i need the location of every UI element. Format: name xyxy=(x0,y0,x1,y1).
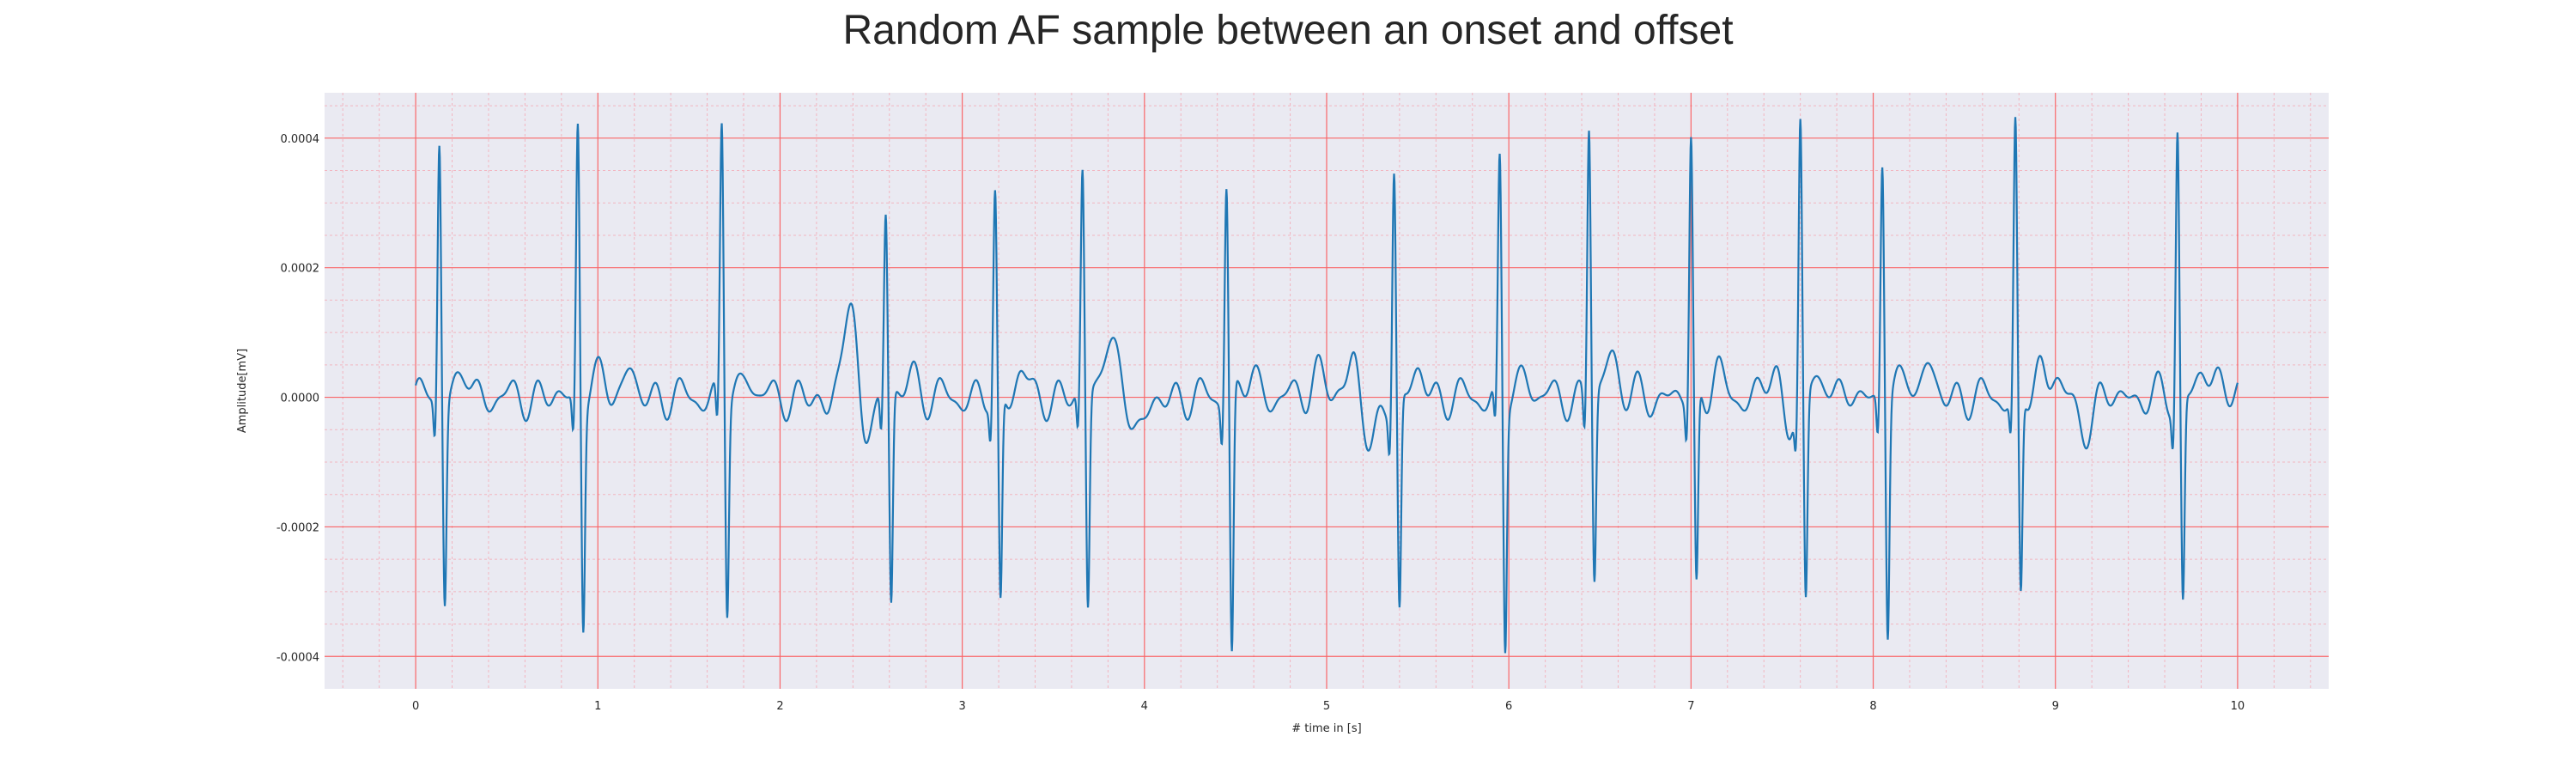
x-tick-label: 3 xyxy=(958,700,965,713)
x-tick-label: 2 xyxy=(776,700,783,713)
x-tick-label: 1 xyxy=(594,700,601,713)
x-tick-label: 0 xyxy=(412,700,419,713)
y-axis-ticks: -0.0004 -0.0002 0.0000 0.0002 0.0004 xyxy=(276,133,319,664)
y-tick-label: 0.0000 xyxy=(281,393,320,405)
x-tick-label: 6 xyxy=(1505,700,1512,713)
x-tick-label: 7 xyxy=(1687,700,1694,713)
x-tick-label: 4 xyxy=(1141,700,1148,713)
y-tick-label: -0.0002 xyxy=(276,521,319,534)
y-tick-label: 0.0002 xyxy=(281,263,320,276)
y-tick-label: -0.0004 xyxy=(276,651,319,664)
x-tick-label: 9 xyxy=(2052,700,2059,713)
x-tick-label: 10 xyxy=(2231,700,2245,713)
x-tick-label: 8 xyxy=(1869,700,1876,713)
y-axis-label: Amplitude[mV] xyxy=(236,349,249,433)
x-tick-label: 5 xyxy=(1323,700,1330,713)
x-axis-ticks: 0 1 2 3 4 5 6 7 8 9 10 xyxy=(412,700,2245,713)
x-axis-label: # time in [s] xyxy=(1291,722,1361,735)
y-tick-label: 0.0004 xyxy=(281,133,320,146)
